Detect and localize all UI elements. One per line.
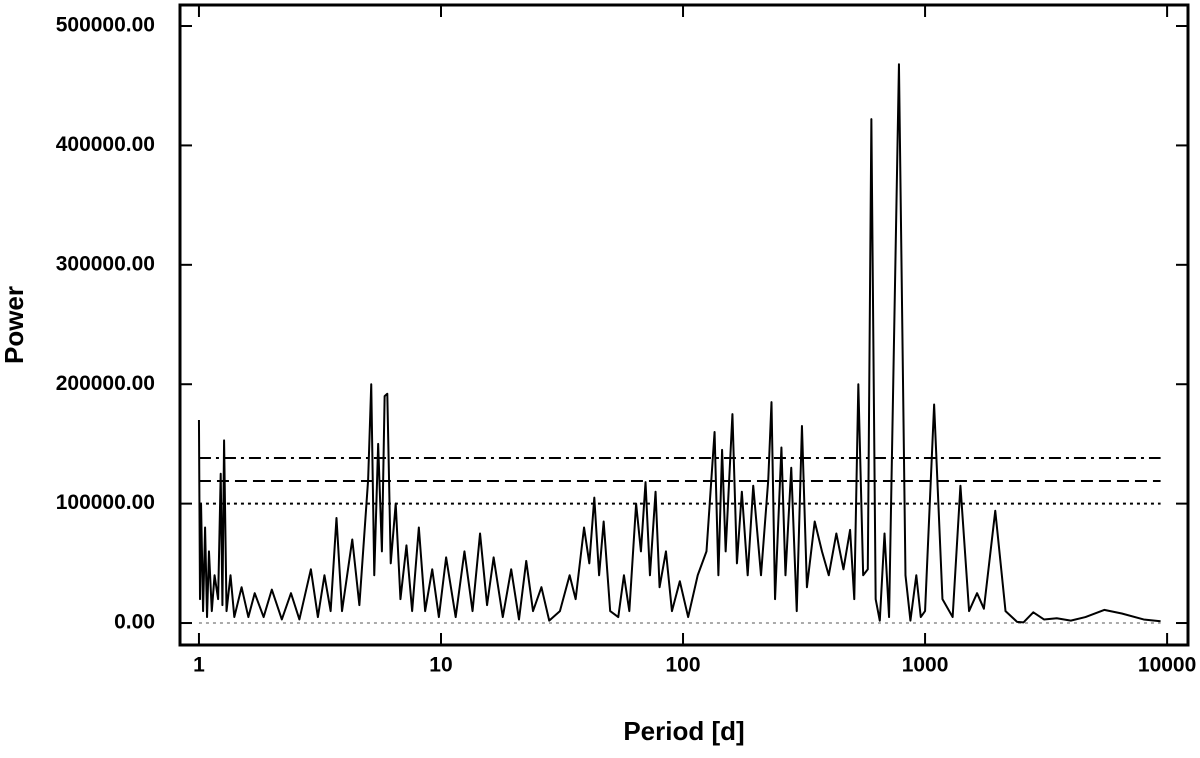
- x-tick-label: 1: [193, 654, 205, 677]
- x-tick-label: 10: [429, 654, 452, 677]
- x-tick-label: 1000: [902, 654, 949, 677]
- plot-frame: [178, 3, 1190, 647]
- y-tick-label: 100000.00: [56, 491, 155, 514]
- x-tick-label: 100: [666, 654, 701, 677]
- y-tick-label: 500000.00: [56, 14, 155, 37]
- x-tick-label: 10000: [1138, 654, 1196, 677]
- x-axis-title: Period [d]: [623, 716, 744, 746]
- periodogram-line: [197, 63, 1161, 624]
- y-tick-label: 200000.00: [56, 372, 155, 395]
- y-tick-label: 300000.00: [56, 252, 155, 275]
- y-axis-title: Power: [0, 286, 29, 364]
- y-tick-label: 400000.00: [56, 133, 155, 156]
- y-tick-label: 0.00: [114, 611, 155, 634]
